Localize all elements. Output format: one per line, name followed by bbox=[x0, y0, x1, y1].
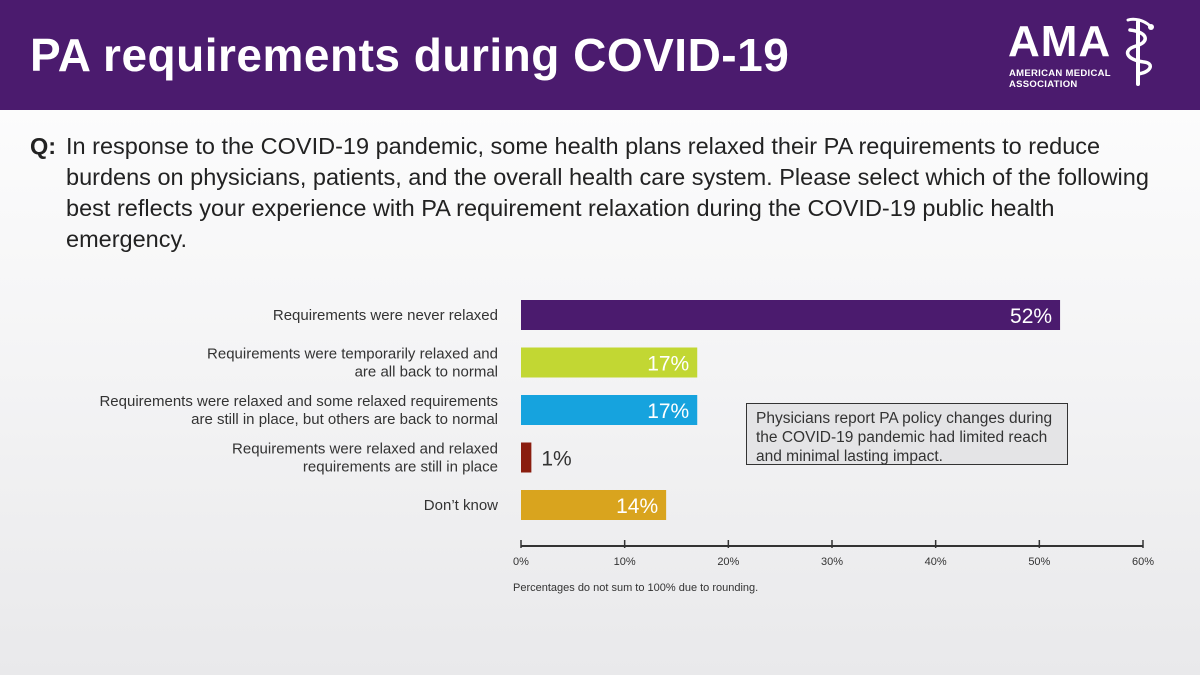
category-label-4-line-1: Requirements were relaxed and relaxed bbox=[232, 441, 498, 458]
bar-5 bbox=[521, 490, 667, 520]
category-label-3-line-2: are still in place, but others are back … bbox=[191, 411, 498, 428]
logo-subtitle-line2: ASSOCIATION bbox=[1009, 79, 1078, 90]
question-text: In response to the COVID-19 pandemic, so… bbox=[66, 133, 1149, 252]
question-label: Q: bbox=[30, 133, 57, 159]
value-label-2: 17% bbox=[647, 353, 689, 376]
x-tick-label-20: 20% bbox=[717, 556, 739, 568]
bar-3 bbox=[521, 395, 698, 425]
staff-of-asclepius-icon bbox=[1125, 17, 1154, 86]
bar-4 bbox=[521, 442, 532, 473]
x-tick-label-50: 50% bbox=[1028, 556, 1050, 568]
value-label-5: 14% bbox=[616, 495, 658, 518]
category-label-2-line-2: are all back to normal bbox=[355, 364, 498, 381]
callout-box: Physicians report PA policy changes duri… bbox=[746, 403, 1068, 465]
survey-question: Q: In response to the COVID-19 pandemic,… bbox=[30, 131, 1170, 255]
x-tick-label-60: 60% bbox=[1132, 556, 1154, 568]
value-label-3: 17% bbox=[647, 400, 689, 423]
bar-2 bbox=[521, 347, 698, 378]
bar-1 bbox=[521, 300, 1061, 330]
x-tick-label-40: 40% bbox=[925, 556, 947, 568]
header-bar: PA requirements during COVID-19 AMA AMER… bbox=[0, 0, 1200, 110]
page-title: PA requirements during COVID-19 bbox=[30, 29, 790, 81]
chart-footnote: Percentages do not sum to 100% due to ro… bbox=[513, 582, 759, 594]
x-tick-label-0: 0% bbox=[513, 556, 529, 568]
value-label-1: 52% bbox=[1010, 305, 1052, 328]
x-tick-label-30: 30% bbox=[821, 556, 843, 568]
logo-wordmark: AMA bbox=[1008, 17, 1112, 66]
category-label-3-line-1: Requirements were relaxed and some relax… bbox=[99, 393, 498, 410]
ama-logo: AMA AMERICAN MEDICAL ASSOCIATION bbox=[1004, 16, 1174, 92]
logo-subtitle-line1: AMERICAN MEDICAL bbox=[1009, 68, 1111, 79]
logo-subtitle: AMERICAN MEDICAL ASSOCIATION bbox=[1009, 68, 1111, 90]
category-label-5-line-1: Don’t know bbox=[424, 497, 498, 514]
category-label-2-line-1: Requirements were temporarily relaxed an… bbox=[207, 346, 498, 363]
value-label-4: 1% bbox=[541, 448, 571, 471]
x-tick-label-10: 10% bbox=[614, 556, 636, 568]
category-label-1-line-1: Requirements were never relaxed bbox=[273, 307, 498, 324]
category-label-4-line-2: requirements are still in place bbox=[303, 459, 498, 476]
